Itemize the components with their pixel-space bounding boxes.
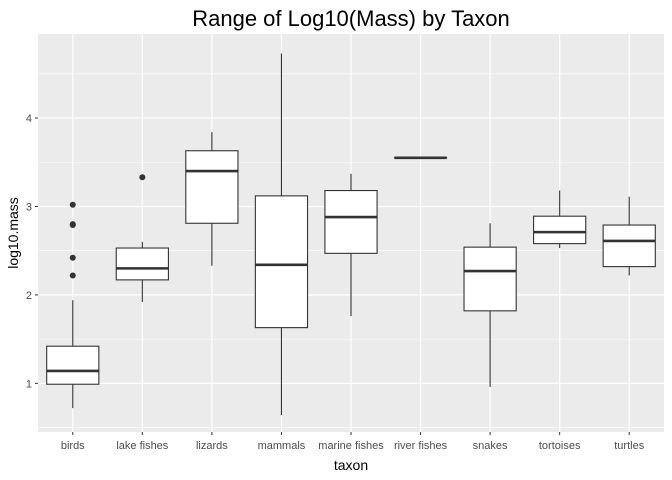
x-tick-label: marine fishes xyxy=(318,440,384,452)
outlier-point xyxy=(139,174,146,181)
x-tick-label: tortoises xyxy=(539,440,581,452)
x-tick-label: lizards xyxy=(196,440,228,452)
box-body xyxy=(254,195,309,329)
y-axis: 1 2 3 4 xyxy=(26,113,38,390)
y-tick-label: 3 xyxy=(26,201,32,213)
y-tick-label: 4 xyxy=(26,113,32,125)
box-body xyxy=(324,189,378,254)
box-body xyxy=(602,224,656,268)
outlier-point xyxy=(69,201,76,208)
outlier-point xyxy=(69,221,76,228)
box-snakes xyxy=(463,223,517,387)
box-body xyxy=(185,150,239,224)
box-body xyxy=(533,215,587,245)
outlier-point xyxy=(69,272,76,279)
box-tortoises xyxy=(533,190,587,249)
x-tick-label: birds xyxy=(61,440,85,452)
x-tick-label: mammals xyxy=(258,440,306,452)
x-tick-label: river fishes xyxy=(394,440,448,452)
x-tick-label: snakes xyxy=(473,440,508,452)
y-tick-label: 1 xyxy=(26,378,32,390)
x-tick-label: turtles xyxy=(614,440,644,452)
box-body xyxy=(463,246,517,312)
box-birds xyxy=(46,201,100,409)
box-body xyxy=(46,345,100,385)
x-tick-label: lake fishes xyxy=(116,440,168,452)
x-axis-title: taxon xyxy=(334,457,368,473)
box-lake-fishes xyxy=(115,174,169,302)
y-axis-title: log10.mass xyxy=(5,197,21,269)
y-tick-label: 2 xyxy=(26,290,32,302)
boxes xyxy=(46,53,656,416)
box-marine-fishes xyxy=(324,173,378,317)
x-axis: birds lake fishes lizards mammals marine fis… xyxy=(61,432,645,452)
box-body xyxy=(115,247,169,281)
box-turtles xyxy=(602,196,656,276)
outlier-point xyxy=(69,254,76,261)
box-lizards xyxy=(185,132,239,266)
chart-title: Range of Log10(Mass) by Taxon xyxy=(192,6,510,31)
box-mammals xyxy=(254,53,309,416)
